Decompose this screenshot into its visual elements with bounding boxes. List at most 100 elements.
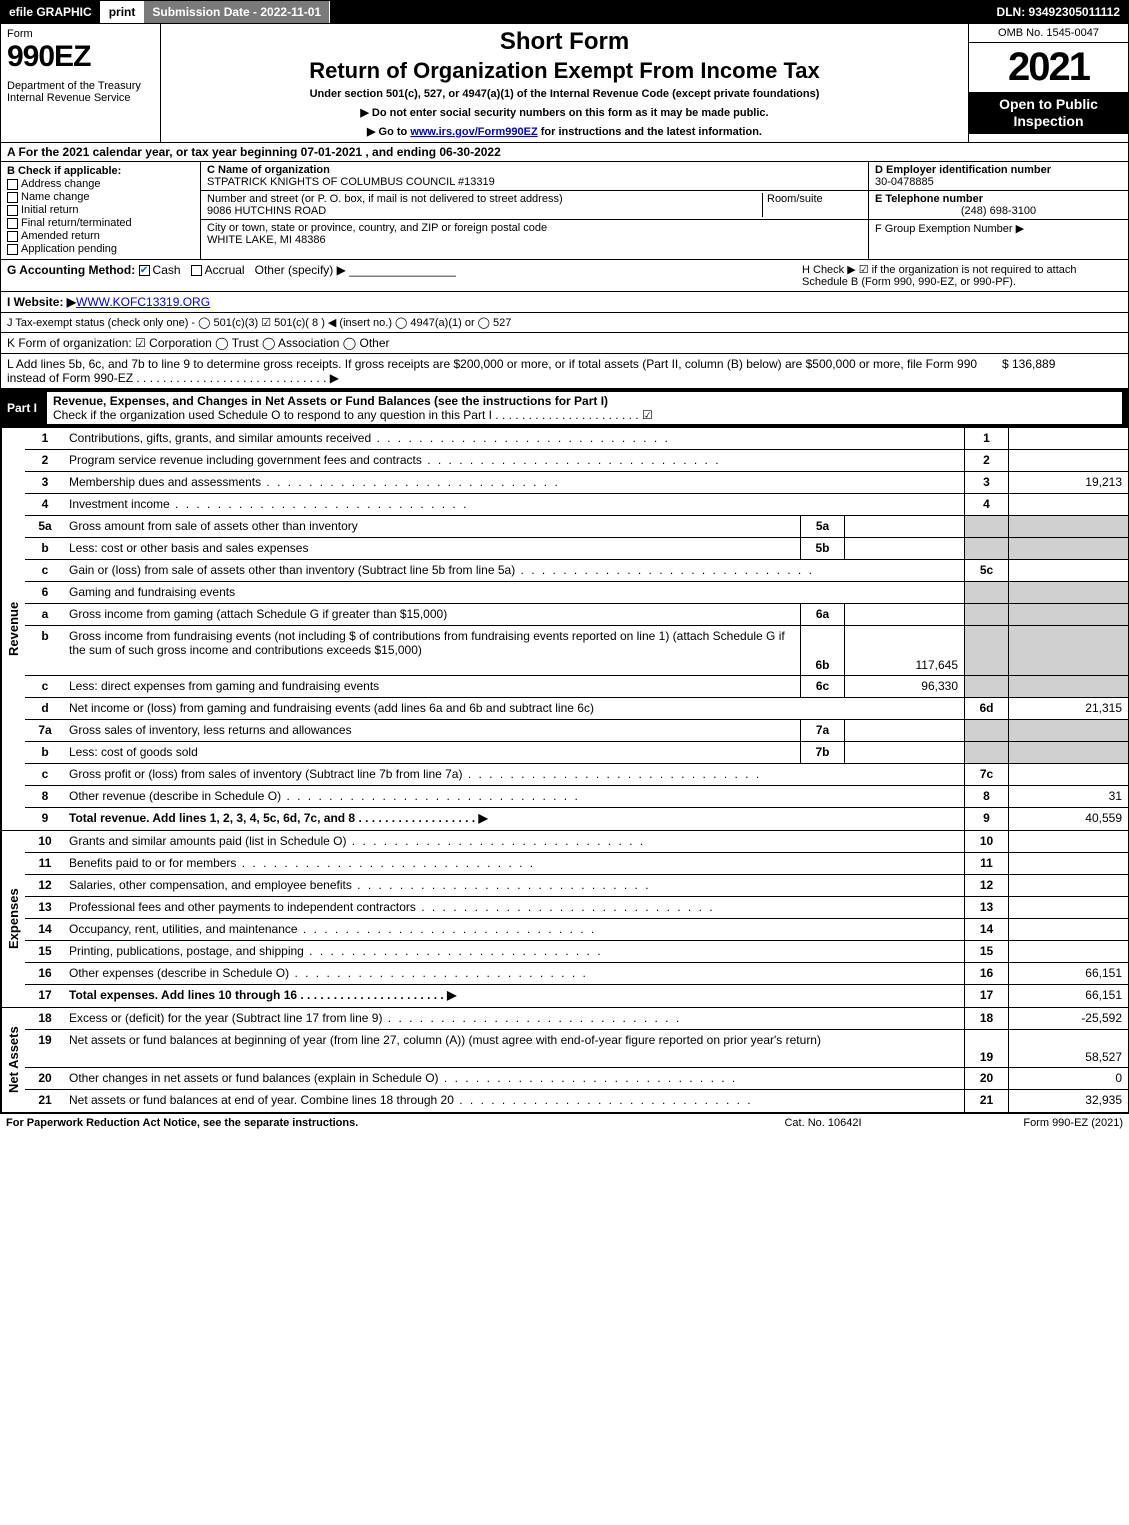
line-6: 6Gaming and fundraising events xyxy=(25,582,1128,604)
line-6b: bGross income from fundraising events (n… xyxy=(25,626,1128,676)
chk-name-change[interactable]: Name change xyxy=(7,191,194,203)
chk-application-pending[interactable]: Application pending xyxy=(7,243,194,255)
header-right: OMB No. 1545-0047 2021 Open to Public In… xyxy=(968,24,1128,142)
row-g-h: G Accounting Method: Cash Accrual Other … xyxy=(0,260,1129,292)
chk-accrual[interactable] xyxy=(191,265,202,276)
side-revenue: Revenue xyxy=(1,428,25,830)
footer-formno: Form 990-EZ (2021) xyxy=(923,1117,1123,1129)
city-row: City or town, state or province, country… xyxy=(201,220,868,248)
line-13: 13Professional fees and other payments t… xyxy=(25,897,1128,919)
line-8: 8Other revenue (describe in Schedule O)8… xyxy=(25,786,1128,808)
ein-row: D Employer identification number 30-0478… xyxy=(869,162,1128,191)
col-c: C Name of organization STPATRICK KNIGHTS… xyxy=(201,162,868,259)
row-k: K Form of organization: ☑ Corporation ◯ … xyxy=(0,333,1129,354)
line-11: 11Benefits paid to or for members11 xyxy=(25,853,1128,875)
line-21: 21Net assets or fund balances at end of … xyxy=(25,1090,1128,1112)
ein: 30-0478885 xyxy=(875,176,1122,188)
val-8: 31 xyxy=(1008,786,1128,807)
schedule-b-check: H Check ▶ ☑ if the organization is not r… xyxy=(802,263,1122,288)
website-link[interactable]: WWW.KOFC13319.ORG xyxy=(76,295,210,309)
form-label: Form xyxy=(7,28,154,40)
chk-initial-return[interactable]: Initial return xyxy=(7,204,194,216)
line-15: 15Printing, publications, postage, and s… xyxy=(25,941,1128,963)
open-inspection: Open to Public Inspection xyxy=(969,92,1128,134)
gross-receipts: $ 136,889 xyxy=(1002,357,1122,385)
row-i: I Website: ▶WWW.KOFC13319.ORG xyxy=(0,292,1129,313)
page-footer: For Paperwork Reduction Act Notice, see … xyxy=(0,1113,1129,1132)
chk-amended[interactable]: Amended return xyxy=(7,230,194,242)
side-expenses: Expenses xyxy=(1,831,25,1007)
col-de: D Employer identification number 30-0478… xyxy=(868,162,1128,259)
title-short-form: Short Form xyxy=(171,28,958,56)
line-6d: dNet income or (loss) from gaming and fu… xyxy=(25,698,1128,720)
form-header: Form 990EZ Department of the Treasury In… xyxy=(0,24,1129,143)
line-4: 4Investment income4 xyxy=(25,494,1128,516)
expenses-section: Expenses 10Grants and similar amounts pa… xyxy=(1,831,1128,1008)
line-10: 10Grants and similar amounts paid (list … xyxy=(25,831,1128,853)
line-9: 9Total revenue. Add lines 1, 2, 3, 4, 5c… xyxy=(25,808,1128,830)
val-6c: 96,330 xyxy=(844,676,964,697)
omb-number: OMB No. 1545-0047 xyxy=(969,24,1128,43)
line-18: 18Excess or (deficit) for the year (Subt… xyxy=(25,1008,1128,1030)
val-18: -25,592 xyxy=(1008,1008,1128,1029)
val-6d: 21,315 xyxy=(1008,698,1128,719)
note-ssn: ▶ Do not enter social security numbers o… xyxy=(171,106,958,119)
chk-cash[interactable] xyxy=(139,265,150,276)
form-number: 990EZ xyxy=(7,40,154,74)
side-netassets: Net Assets xyxy=(1,1008,25,1112)
line-5a: 5aGross amount from sale of assets other… xyxy=(25,516,1128,538)
efile-label: efile GRAPHIC xyxy=(1,1,101,23)
line-2: 2Program service revenue including gover… xyxy=(25,450,1128,472)
topbar: efile GRAPHIC print Submission Date - 20… xyxy=(0,0,1129,24)
org-name-row: C Name of organization STPATRICK KNIGHTS… xyxy=(201,162,868,191)
revenue-section: Revenue 1Contributions, gifts, grants, a… xyxy=(1,428,1128,831)
val-6b: 117,645 xyxy=(844,626,964,675)
row-a: A For the 2021 calendar year, or tax yea… xyxy=(0,143,1129,162)
netassets-section: Net Assets 18Excess or (deficit) for the… xyxy=(1,1008,1128,1113)
line-20: 20Other changes in net assets or fund ba… xyxy=(25,1068,1128,1090)
accounting-method: G Accounting Method: Cash Accrual Other … xyxy=(7,263,802,288)
val-3: 19,213 xyxy=(1008,472,1128,493)
val-9: 40,559 xyxy=(1008,808,1128,830)
irs-link[interactable]: www.irs.gov/Form990EZ xyxy=(410,126,537,138)
line-3: 3Membership dues and assessments319,213 xyxy=(25,472,1128,494)
line-5b: bLess: cost or other basis and sales exp… xyxy=(25,538,1128,560)
line-19: 19Net assets or fund balances at beginni… xyxy=(25,1030,1128,1068)
phone: (248) 698-3100 xyxy=(875,205,1122,217)
val-16: 66,151 xyxy=(1008,963,1128,984)
line-1: 1Contributions, gifts, grants, and simil… xyxy=(25,428,1128,450)
header-left: Form 990EZ Department of the Treasury In… xyxy=(1,24,161,142)
address-row: Number and street (or P. O. box, if mail… xyxy=(201,191,868,220)
chk-final-return[interactable]: Final return/terminated xyxy=(7,217,194,229)
line-7c: cGross profit or (loss) from sales of in… xyxy=(25,764,1128,786)
line-16: 16Other expenses (describe in Schedule O… xyxy=(25,963,1128,985)
val-20: 0 xyxy=(1008,1068,1128,1089)
submission-date: Submission Date - 2022-11-01 xyxy=(144,1,330,23)
room-suite: Room/suite xyxy=(762,193,862,217)
val-21: 32,935 xyxy=(1008,1090,1128,1112)
chk-address-change[interactable]: Address change xyxy=(7,178,194,190)
phone-row: E Telephone number (248) 698-3100 xyxy=(869,191,1128,220)
val-17: 66,151 xyxy=(1008,985,1128,1007)
line-7a: 7aGross sales of inventory, less returns… xyxy=(25,720,1128,742)
city-state-zip: WHITE LAKE, MI 48386 xyxy=(207,234,862,246)
col-b-label: B Check if applicable: xyxy=(7,165,194,177)
line-6a: aGross income from gaming (attach Schedu… xyxy=(25,604,1128,626)
print-button[interactable]: print xyxy=(101,1,145,23)
note-goto: ▶ Go to www.irs.gov/Form990EZ for instru… xyxy=(171,125,958,138)
subtitle: Under section 501(c), 527, or 4947(a)(1)… xyxy=(171,88,958,100)
header-mid: Short Form Return of Organization Exempt… xyxy=(161,24,968,142)
info-block: B Check if applicable: Address change Na… xyxy=(0,162,1129,260)
part-i-grid: Revenue 1Contributions, gifts, grants, a… xyxy=(0,428,1129,1113)
col-b: B Check if applicable: Address change Na… xyxy=(1,162,201,259)
street-address: 9086 HUTCHINS ROAD xyxy=(207,205,762,217)
part-i-header: Part I Revenue, Expenses, and Changes in… xyxy=(0,389,1129,428)
dept-label: Department of the Treasury Internal Reve… xyxy=(7,80,154,104)
org-name: STPATRICK KNIGHTS OF COLUMBUS COUNCIL #1… xyxy=(207,176,862,188)
line-12: 12Salaries, other compensation, and empl… xyxy=(25,875,1128,897)
footer-notice: For Paperwork Reduction Act Notice, see … xyxy=(6,1117,723,1129)
title-return: Return of Organization Exempt From Incom… xyxy=(171,58,958,84)
row-l: L Add lines 5b, 6c, and 7b to line 9 to … xyxy=(0,354,1129,389)
line-6c: cLess: direct expenses from gaming and f… xyxy=(25,676,1128,698)
line-17: 17Total expenses. Add lines 10 through 1… xyxy=(25,985,1128,1007)
